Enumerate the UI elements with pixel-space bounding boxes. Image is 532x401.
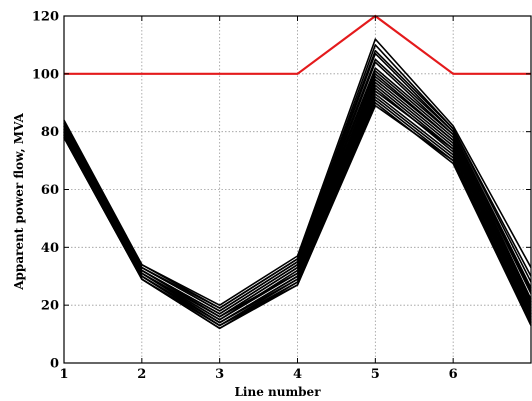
limit-series-line (64, 14, 531, 75)
x-tick-label-4: 4 (293, 367, 302, 382)
y-tick-label-80: 80 (41, 125, 59, 140)
y-tick-label-60: 60 (41, 183, 59, 198)
y-tick-label-120: 120 (32, 10, 59, 25)
x-axis-label: Line number (234, 385, 321, 399)
flow-series-line-5 (63, 58, 532, 312)
y-tick-label-100: 100 (32, 67, 59, 82)
flow-series-line-19 (63, 90, 532, 324)
x-tick-label-2: 2 (137, 367, 146, 382)
tick-labels: 1234567020406080100120 (32, 10, 532, 383)
y-tick-label-20: 20 (41, 299, 59, 314)
flow-series-line-20 (63, 73, 532, 318)
flow-series-group (63, 38, 532, 330)
x-tick-label-1: 1 (59, 367, 68, 382)
tick-marks (63, 15, 532, 364)
y-tick-label-40: 40 (41, 241, 59, 256)
x-tick-label-6: 6 (449, 367, 458, 382)
limit-series-group (64, 14, 531, 75)
y-axis-label: Apparent power flow, MVA (12, 113, 26, 291)
x-tick-label-5: 5 (371, 367, 380, 382)
flow-series-line-18 (63, 104, 532, 327)
x-tick-label-3: 3 (215, 367, 224, 382)
y-tick-label-0: 0 (50, 357, 59, 372)
